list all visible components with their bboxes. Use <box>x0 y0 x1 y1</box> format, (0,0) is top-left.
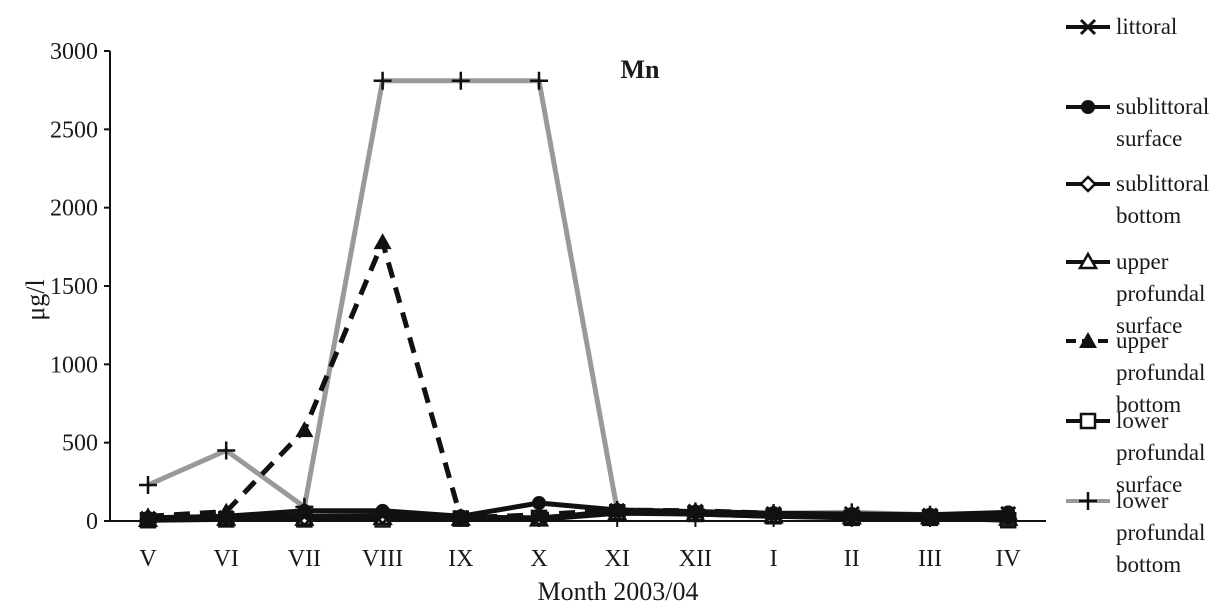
series-line <box>147 500 1009 521</box>
x-tick-label: VIII <box>362 546 403 572</box>
legend-marker <box>1079 332 1097 348</box>
x-axis-title: Month 2003/04 <box>537 577 698 606</box>
data-point <box>295 421 314 438</box>
x-tick-label: I <box>770 546 778 572</box>
legend-label: sublittoral <box>1116 171 1209 196</box>
legend-label: profundal <box>1116 281 1205 306</box>
series-line <box>146 78 1009 522</box>
legend-label: littoral <box>1116 14 1177 39</box>
series-upper-profundal-bottom <box>139 233 1018 525</box>
data-point <box>999 507 1018 524</box>
y-tick-label: 1000 <box>50 352 98 378</box>
legend-marker <box>1079 492 1097 510</box>
data-point <box>921 506 939 523</box>
legend-entry: lower profundal bottom <box>1066 488 1205 577</box>
x-tick-label: IV <box>996 546 1022 572</box>
x-tick-label: V <box>139 546 157 572</box>
legend-marker <box>1077 251 1099 270</box>
legend-entry: sublittoral bottom <box>1066 171 1209 228</box>
data-point <box>373 233 392 250</box>
legend-marker <box>1081 100 1095 114</box>
data-point <box>764 504 783 521</box>
chart-title: Mn <box>621 55 661 84</box>
legend-label: lower <box>1116 488 1169 513</box>
data-point <box>451 508 470 525</box>
x-tick-label: II <box>844 546 860 572</box>
legend-label: sublittoral <box>1116 94 1209 119</box>
x-tick-label: III <box>918 546 942 572</box>
legend-marker <box>1079 175 1097 193</box>
legend-marker <box>1079 18 1097 36</box>
legend-entry: upper profundal surface <box>1066 249 1205 338</box>
legend-label: profundal <box>1116 520 1205 545</box>
x-tick-label: VII <box>288 546 321 572</box>
x-tick-label: IX <box>448 546 473 572</box>
y-tick-label: 500 <box>62 431 98 457</box>
data-point <box>375 503 390 518</box>
legend: littoral sublittoral surface sublittoral bot… <box>1066 14 1209 577</box>
data-point <box>373 71 392 90</box>
data-point <box>297 503 312 518</box>
legend-label: upper <box>1116 328 1169 353</box>
axes: 0 500 1000 1500 2000 2500 3000 V VI VII VIII IX X XI X… <box>50 39 1046 572</box>
legend-label: upper <box>1116 249 1169 274</box>
series-lower-profundal-bottom <box>139 71 1018 529</box>
data-point <box>532 495 546 510</box>
legend-label: surface <box>1116 472 1182 497</box>
data-point <box>686 501 705 518</box>
legend-label: surface <box>1116 126 1182 151</box>
series-layer <box>137 71 1019 529</box>
y-tick-label: 0 <box>86 509 98 535</box>
legend-entry: littoral <box>1066 14 1177 39</box>
data-point <box>217 502 236 519</box>
legend-entry: sublittoral surface <box>1066 94 1209 151</box>
data-point <box>530 71 548 90</box>
y-axis-title: μg/l <box>21 279 50 320</box>
legend-label: profundal <box>1116 360 1205 385</box>
x-tick-label: XII <box>679 546 712 572</box>
data-point <box>217 441 236 460</box>
legend-entry: upper profundal bottom <box>1066 328 1205 417</box>
y-tick-label: 2500 <box>50 117 98 143</box>
data-point <box>608 501 627 518</box>
legend-label: surface <box>1116 313 1182 338</box>
legend-label: bottom <box>1116 203 1181 228</box>
data-point <box>451 71 470 90</box>
data-point <box>842 505 861 522</box>
y-tick-label: 1500 <box>50 274 98 300</box>
data-point <box>530 505 548 522</box>
data-point <box>139 507 157 524</box>
legend-marker <box>1079 412 1097 430</box>
x-tick-label: X <box>530 546 547 572</box>
legend-label: bottom <box>1116 552 1181 577</box>
x-tick-label: VI <box>214 546 239 572</box>
legend-label: bottom <box>1116 392 1181 417</box>
x-tick-label: XI <box>605 546 630 572</box>
legend-label: lower <box>1116 408 1169 433</box>
y-tick-label: 2000 <box>50 196 98 222</box>
legend-entry: lower profundal surface <box>1066 408 1205 497</box>
y-tick-label: 3000 <box>50 39 98 65</box>
legend-label: profundal <box>1116 440 1205 465</box>
data-point <box>139 475 157 494</box>
